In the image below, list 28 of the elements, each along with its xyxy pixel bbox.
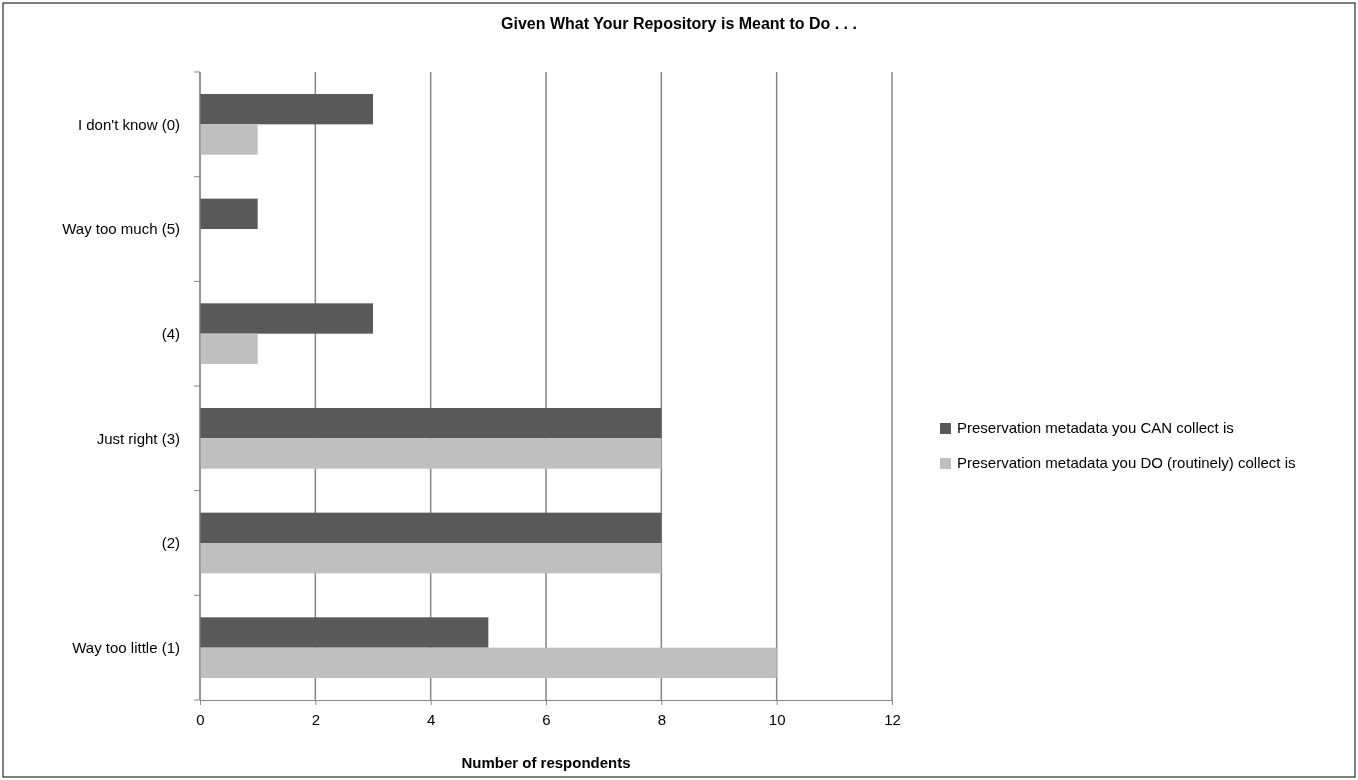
bar [200,407,662,439]
bar [200,512,662,543]
bar [200,647,777,679]
bar [200,438,662,469]
bar [200,198,258,229]
bar [200,303,373,334]
bar [200,543,662,574]
x-tick-label: 2 [311,710,321,728]
y-tick-label: I don't know (0) [77,115,180,133]
y-tick-label: (4) [161,324,180,342]
y-tick-label: Way too much (5) [62,220,180,238]
x-tick-label: 8 [657,710,667,728]
y-tick-label: Just right (3) [96,429,180,447]
chart-title: Given What Your Repository is Meant to Do . . . [501,15,857,32]
x-axis-title: Number of respondents [461,754,631,771]
bar [200,93,373,125]
legend-label: Preservation metadata you DO (routinely) collect is [957,454,1296,472]
x-tick-label: 6 [542,710,551,728]
y-tick-label: Way too little (1) [72,638,180,656]
x-tick-label: 12 [884,710,901,728]
legend-label: Preservation metadata you CAN collect is [957,419,1234,437]
x-tick-label: 10 [768,710,786,728]
bar [200,617,489,648]
bar [200,333,258,365]
bar [200,124,258,155]
x-tick-label: 4 [426,710,436,728]
y-tick-label: (2) [161,534,180,552]
x-tick-label: 0 [196,710,205,728]
